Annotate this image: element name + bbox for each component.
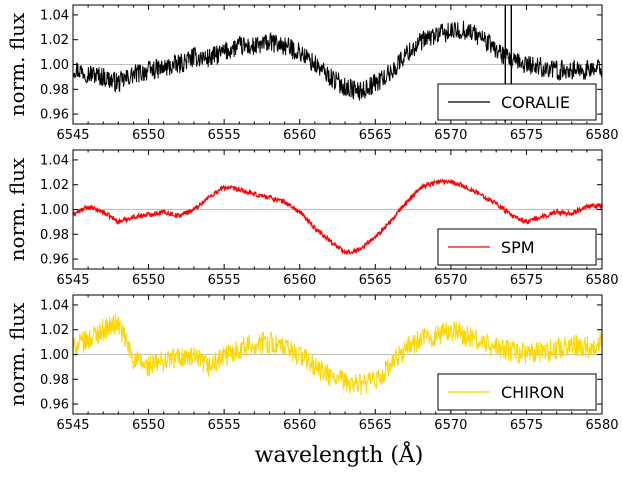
y-tick-label: 1.02 bbox=[40, 323, 69, 338]
y-axis-label: norm. flux bbox=[5, 12, 29, 116]
y-tick-label: 0.96 bbox=[40, 398, 69, 413]
legend-box bbox=[437, 228, 597, 266]
y-tick-label: 1.02 bbox=[40, 178, 69, 193]
y-tick-label: 0.96 bbox=[40, 253, 69, 268]
x-tick-label: 6575 bbox=[510, 273, 543, 288]
y-axis-label: norm. flux bbox=[5, 157, 29, 261]
x-tick-label: 6580 bbox=[585, 128, 618, 143]
y-tick-label: 1.00 bbox=[40, 348, 69, 363]
x-tick-label: 6560 bbox=[283, 128, 316, 143]
series-line-coralie bbox=[73, 20, 602, 102]
x-tick-label: 6575 bbox=[510, 128, 543, 143]
y-tick-label: 0.98 bbox=[40, 373, 69, 388]
legend: CHIRON bbox=[437, 373, 597, 411]
x-tick-label: 6570 bbox=[434, 273, 467, 288]
x-tick-label: 6555 bbox=[208, 128, 241, 143]
y-tick-label: 0.96 bbox=[40, 108, 69, 123]
series-group bbox=[73, 178, 602, 256]
series-line-spm bbox=[73, 178, 602, 256]
panel-spm: 6545 6550 6555 6560 6565 6570 6575 6580 0.96 0.98… bbox=[5, 149, 619, 288]
y-tick-label: 1.00 bbox=[40, 203, 69, 218]
panels: 6545 6550 6555 6560 6565 6570 6575 6580 0.96 0.98… bbox=[5, 4, 619, 433]
y-tick-label: 1.02 bbox=[40, 33, 69, 48]
y-tick-label: 1.04 bbox=[40, 298, 69, 313]
x-tick-label: 6550 bbox=[132, 128, 165, 143]
x-tick-label: 6565 bbox=[359, 418, 392, 433]
series-group bbox=[73, 314, 602, 396]
x-tick-label: 6560 bbox=[283, 273, 316, 288]
legend: SPM bbox=[437, 228, 597, 266]
x-tick-label: 6555 bbox=[208, 273, 241, 288]
x-tick-label: 6570 bbox=[434, 418, 467, 433]
legend-label: CORALIE bbox=[501, 93, 570, 112]
y-tick-label: 1.04 bbox=[40, 8, 69, 23]
series-line-chiron bbox=[73, 314, 602, 396]
x-tick-label: 6560 bbox=[283, 418, 316, 433]
x-tick-label: 6565 bbox=[359, 128, 392, 143]
x-tick-label: 6545 bbox=[56, 128, 89, 143]
x-tick-label: 6570 bbox=[434, 128, 467, 143]
x-tick-label: 6550 bbox=[132, 273, 165, 288]
legend-label: CHIRON bbox=[501, 383, 565, 402]
x-tick-label: 6555 bbox=[208, 418, 241, 433]
panel-coralie: 6545 6550 6555 6560 6565 6570 6575 6580 0.96 0.98… bbox=[5, 4, 619, 143]
y-tick-label: 0.98 bbox=[40, 83, 69, 98]
x-tick-label: 6550 bbox=[132, 418, 165, 433]
x-tick-label: 6575 bbox=[510, 418, 543, 433]
y-axis-label: norm. flux bbox=[5, 302, 29, 406]
x-tick-label: 6580 bbox=[585, 273, 618, 288]
x-axis-label: wavelength (Å) bbox=[255, 440, 424, 468]
panel-chiron: 6545 6550 6555 6560 6565 6570 6575 6580 0.96 0.98… bbox=[5, 294, 619, 433]
x-tick-label: 6545 bbox=[56, 273, 89, 288]
legend: CORALIE bbox=[437, 83, 597, 121]
x-tick-label: 6565 bbox=[359, 273, 392, 288]
x-tick-label: 6580 bbox=[585, 418, 618, 433]
x-tick-label: 6545 bbox=[56, 418, 89, 433]
y-tick-label: 1.00 bbox=[40, 58, 69, 73]
y-tick-label: 0.98 bbox=[40, 228, 69, 243]
legend-label: SPM bbox=[501, 238, 535, 257]
y-tick-label: 1.04 bbox=[40, 153, 69, 168]
